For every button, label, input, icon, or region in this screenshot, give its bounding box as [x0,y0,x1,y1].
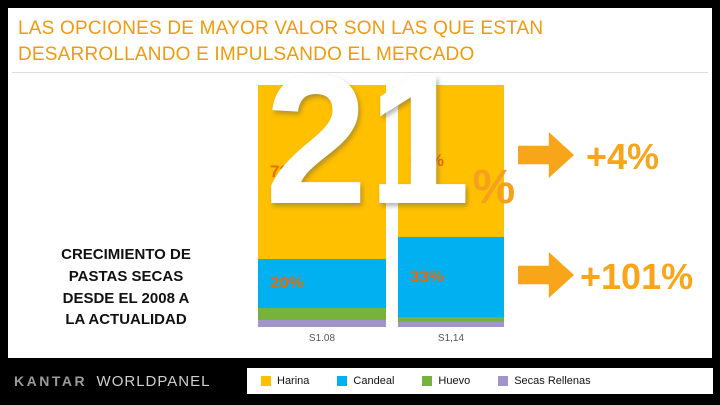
legend-swatch-icon [498,376,509,386]
segment-harina: 72% [258,85,386,260]
bottom-bar: KANTAR WORLDPANEL Harina Candeal Huevo Seca… [0,358,720,405]
logo-worldpanel-text: WORLDPANEL [96,373,211,390]
legend-label: Candeal [353,375,395,387]
title-divider [12,72,708,73]
stacked-bar-chart: 72% 20% S1.08 63% 33% S1,14 [258,85,504,344]
segment-candeal: 20% [258,259,386,308]
stacked-bar: 63% 33% [398,85,504,327]
legend-swatch-icon [422,376,433,386]
segment-candeal: 33% [398,237,504,318]
growth-value-2: +101% [580,256,694,297]
segment-value-label: 63% [410,151,445,171]
category-label: S1.08 [308,332,336,344]
legend-label: Huevo [438,375,471,387]
slide-title-line2: DESARROLLANDO E IMPULSANDO EL MERCADO [18,43,475,65]
legend-item-harina: Harina [261,375,309,387]
legend-label: Secas Rellenas [514,375,591,387]
category-label: S1,14 [437,332,465,344]
chart-legend: Harina Candeal Huevo Secas Rellenas [247,368,713,394]
segment-huevo [258,307,386,320]
bar-column: 72% 20% S1.08 [258,85,386,344]
legend-item-secas-rellenas: Secas Rellenas [498,375,591,387]
stacked-bar: 72% 20% [258,85,386,327]
segment-value-label: 72% [270,162,305,182]
growth-arrow-1-icon [518,132,574,178]
logo-kantar-text: KANTAR [14,373,88,389]
legend-label: Harina [277,375,310,387]
big-growth-number-value: 21 [264,37,471,243]
slide-title: LAS OPCIONES DE MAYOR VALOR SON LAS QUE … [18,16,710,67]
legend-item-candeal: Candeal [337,375,394,387]
slide-title-line1: LAS OPCIONES DE MAYOR VALOR SON LAS QUE … [18,18,544,39]
segment-secas-rellenas [398,322,504,327]
legend-item-huevo: Huevo [422,375,470,387]
big-growth-number: 21% [256,48,524,233]
slide-content-area: LAS OPCIONES DE MAYOR VALOR SON LAS QUE … [8,8,712,358]
growth-value-1: +4% [586,136,660,177]
kantar-worldpanel-logo: KANTAR WORLDPANEL [14,373,210,391]
segment-huevo [398,317,504,323]
big-growth-number-percent: % [472,161,516,214]
segment-secas-rellenas [258,319,386,327]
bar-column: 63% 33% S1,14 [398,85,504,344]
legend-swatch-icon [261,376,271,386]
growth-arrow-2-icon [518,252,574,298]
chart-caption: CRECIMIENTO DE PASTAS SECAS DESDE EL 200… [61,246,191,329]
legend-swatch-icon [337,376,348,386]
segment-value-label: 33% [410,267,445,287]
segment-value-label: 20% [270,273,305,293]
segment-harina: 63% [398,85,504,238]
